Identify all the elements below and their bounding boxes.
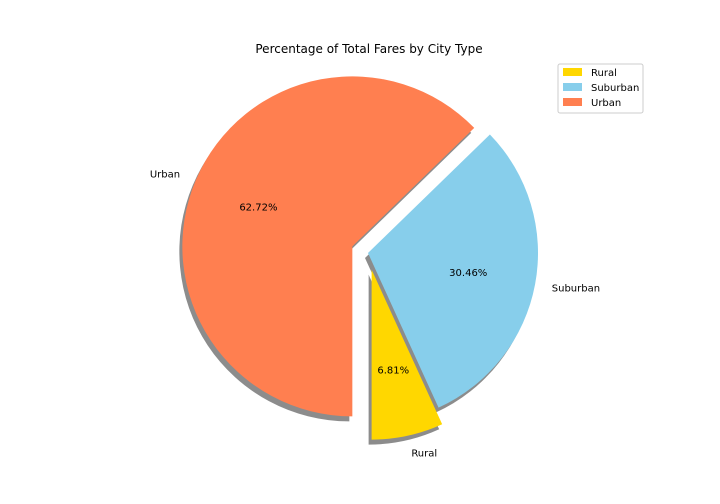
pie-slices xyxy=(182,76,538,440)
legend-swatch-suburban xyxy=(563,83,582,91)
legend-swatch-rural xyxy=(563,68,582,76)
legend-label-urban: Urban xyxy=(591,98,621,109)
slice-rural xyxy=(371,269,443,440)
legend-label-suburban: Suburban xyxy=(591,83,639,94)
legend-label-rural: Rural xyxy=(591,68,617,79)
chart-title: Percentage of Total Fares by City Type xyxy=(255,42,482,56)
legend-swatch-urban xyxy=(563,98,582,106)
slice-percent-labels: 6.81% 30.46% 62.72% xyxy=(239,203,487,377)
slice-percent-suburban: 30.46% xyxy=(449,268,487,279)
slice-label-suburban: Suburban xyxy=(552,284,600,295)
slice-label-rural: Rural xyxy=(411,448,437,459)
slice-percent-rural: 6.81% xyxy=(377,365,409,376)
slice-percent-urban: 62.72% xyxy=(239,203,277,214)
slice-suburban xyxy=(368,134,538,408)
slice-urban xyxy=(182,76,475,417)
legend: Rural Suburban Urban xyxy=(557,63,644,114)
slice-label-urban: Urban xyxy=(150,170,180,181)
slice-labels: Rural Suburban Urban xyxy=(150,170,600,460)
